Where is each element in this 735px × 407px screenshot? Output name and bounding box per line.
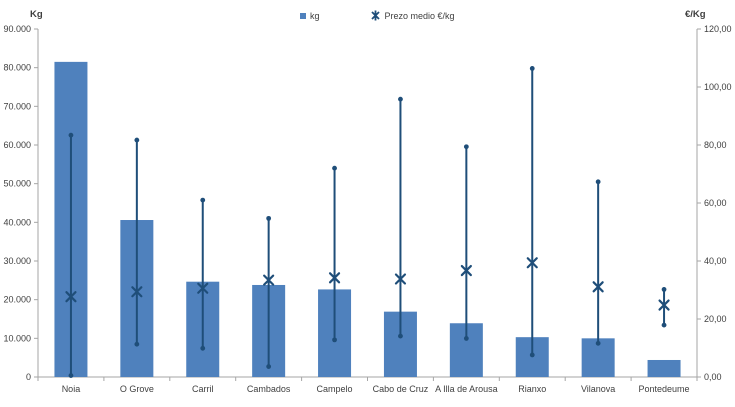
- high-dot: [398, 96, 403, 102]
- bar: [647, 359, 681, 377]
- category-label: Pontedeume: [639, 384, 690, 394]
- low-dot: [134, 341, 140, 347]
- category-label: A Illa de Arousa: [435, 384, 498, 394]
- left-axis-tick-label: 70.000: [3, 101, 31, 111]
- category-label: Noia: [62, 384, 81, 394]
- left-axis-tick-label: 10.000: [3, 333, 31, 343]
- mean-x-marker: [65, 291, 77, 303]
- mean-x-marker: [460, 264, 472, 277]
- low-dot: [529, 352, 535, 358]
- category-label: O Grove: [120, 384, 154, 394]
- left-axis-tick-label: 60.000: [3, 140, 31, 150]
- left-axis-title: Kg: [30, 9, 43, 20]
- left-axis-tick-label: 50.000: [3, 179, 31, 189]
- category-label: Campelo: [317, 384, 353, 394]
- right-axis-tick-label: 100,00: [704, 82, 732, 92]
- high-dot: [529, 66, 535, 71]
- category-label: Carril: [192, 384, 214, 394]
- high-dot: [68, 132, 74, 138]
- category-label: Cambados: [247, 384, 291, 394]
- low-dot: [200, 345, 206, 351]
- right-axis-tick-label: 80,00: [704, 140, 727, 150]
- mean-x-marker: [592, 281, 604, 293]
- right-axis-tick-label: 0,00: [704, 372, 722, 382]
- right-axis-title: €/Kg: [685, 9, 706, 20]
- mean-x-marker: [526, 257, 538, 269]
- low-dot: [595, 340, 601, 346]
- low-dot: [398, 333, 403, 339]
- mean-x-marker: [658, 299, 670, 311]
- low-dot: [332, 337, 337, 343]
- high-dot: [266, 215, 272, 221]
- right-axis-tick-label: 60,00: [704, 198, 727, 208]
- high-dot: [595, 179, 601, 185]
- low-dot: [661, 322, 667, 328]
- high-dot: [134, 137, 140, 143]
- x-marker-icon: [370, 10, 380, 21]
- category-label: Rianxo: [518, 384, 546, 394]
- legend-label-prezo: Prezo medio €/kg: [384, 10, 455, 21]
- mean-x-marker: [394, 273, 407, 285]
- legend-label-kg: kg: [310, 10, 320, 21]
- low-dot: [68, 373, 74, 378]
- left-axis-tick-label: 40.000: [3, 217, 31, 227]
- left-axis-tick-label: 20.000: [3, 295, 31, 305]
- kg-series-swatch-icon: [300, 12, 306, 19]
- high-dot: [463, 144, 469, 150]
- left-axis-tick-label: 90.000: [3, 24, 31, 34]
- right-axis-tick-label: 20,00: [704, 314, 727, 324]
- right-axis-tick-label: 120,00: [704, 24, 732, 34]
- legend-item-prezo: Prezo medio €/kg: [370, 10, 455, 21]
- high-dot: [200, 197, 206, 203]
- category-label: Vilanova: [581, 384, 615, 394]
- legend: kg Prezo medio €/kg: [300, 10, 455, 21]
- low-dot: [266, 364, 272, 369]
- left-axis-tick-label: 30.000: [3, 256, 31, 266]
- high-dot: [332, 165, 337, 171]
- left-axis-tick-label: 0: [26, 372, 31, 382]
- mean-x-marker: [328, 272, 341, 284]
- category-label: Cabo de Cruz: [373, 384, 429, 394]
- high-dot: [661, 287, 667, 292]
- left-axis-tick-label: 80.000: [3, 63, 31, 73]
- mean-x-marker: [131, 286, 143, 298]
- right-axis-tick-label: 40,00: [704, 256, 727, 266]
- legend-item-kg: kg: [300, 11, 320, 21]
- mean-x-marker: [263, 274, 275, 286]
- low-dot: [463, 336, 469, 341]
- mean-x-marker: [197, 282, 209, 294]
